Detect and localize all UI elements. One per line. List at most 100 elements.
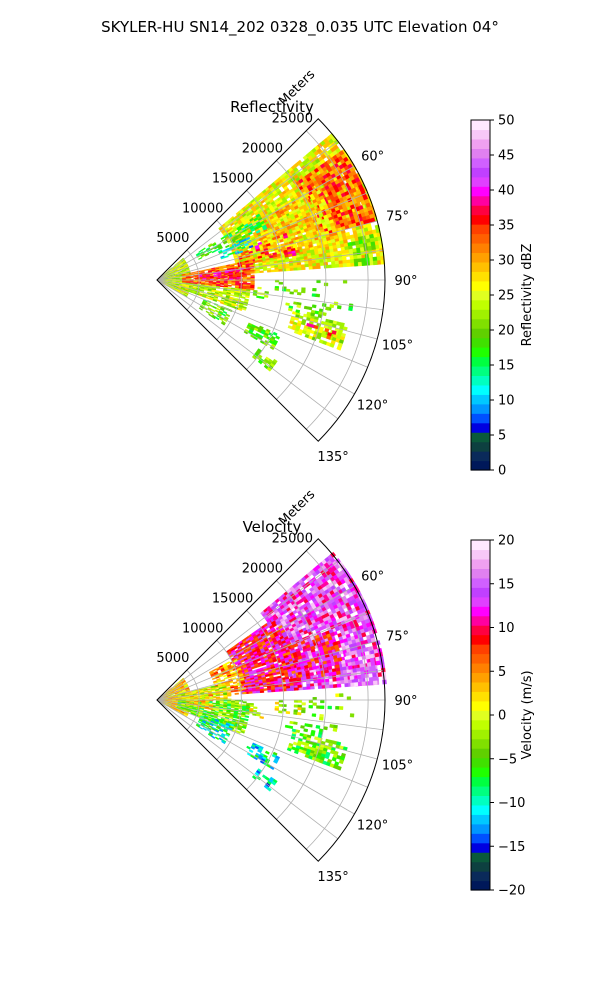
radar-gate <box>287 307 293 312</box>
colorbar-tick-label: 30 <box>498 254 515 269</box>
radar-gate <box>346 259 351 264</box>
radar-gate <box>321 673 326 678</box>
radar-gate <box>263 294 269 298</box>
colorbar-swatch <box>471 451 490 462</box>
radar-gate <box>314 659 320 664</box>
radar-gate <box>205 296 210 300</box>
radar-gate <box>336 677 341 682</box>
radar-gate <box>349 259 355 264</box>
radar-gate <box>297 246 302 251</box>
colorbar-swatch <box>471 186 490 197</box>
colorbar-swatch <box>471 120 490 131</box>
radar-gate <box>372 260 378 266</box>
radar-gate <box>332 677 337 682</box>
radar-gate <box>234 689 239 693</box>
colorbar-swatch <box>471 242 490 254</box>
radar-gate <box>340 680 345 685</box>
radar-gate <box>202 276 207 278</box>
figure-suptitle: SKYLER-HU SN14_202 0328_0.035 UTC Elevat… <box>101 18 499 37</box>
radar-gate <box>252 293 258 297</box>
radar-gate <box>377 672 383 677</box>
radar-gate <box>185 278 191 280</box>
colorbar-swatch <box>471 148 490 159</box>
range-tick-label: 10000 <box>182 201 223 216</box>
radar-gate <box>286 688 291 692</box>
radar-gate <box>232 276 238 279</box>
radar-gate <box>312 263 317 267</box>
radar-gate <box>217 276 222 279</box>
colorbar-swatch <box>471 328 490 339</box>
radar-gate <box>189 276 194 278</box>
radar-gate <box>175 277 180 279</box>
radar-gate <box>203 268 209 272</box>
radar-gate <box>250 271 255 274</box>
radar-gate <box>312 265 317 270</box>
radar-gate <box>306 311 312 316</box>
radar-gate <box>293 289 298 293</box>
radar-gate <box>274 689 280 692</box>
radar-gate <box>285 268 291 272</box>
radar-gate <box>327 264 333 269</box>
radar-gate <box>220 271 226 274</box>
colorbar-swatch <box>471 299 490 310</box>
colorbar-swatch <box>471 214 490 225</box>
colorbar-swatch <box>471 422 490 433</box>
radar-gate <box>298 674 303 678</box>
radar-gate <box>271 689 276 693</box>
radar-gate <box>221 313 227 317</box>
colorbar-swatch <box>471 280 490 291</box>
range-tick-label: 20000 <box>242 142 283 157</box>
radar-gate <box>359 678 364 683</box>
radar-gate <box>303 305 309 310</box>
radar-gate <box>192 271 198 274</box>
colorbar-swatch <box>471 176 490 187</box>
colorbar-swatch <box>471 205 490 216</box>
radar-gate <box>336 670 341 675</box>
radar-gate <box>331 264 336 269</box>
radar-gate <box>368 673 374 678</box>
radar-gate <box>205 310 210 315</box>
radar-gate <box>231 283 236 286</box>
radar-gate <box>368 253 374 258</box>
radar-gate <box>198 256 203 260</box>
radar-gate <box>311 304 317 309</box>
radar-gate <box>192 272 198 275</box>
radar-gate <box>278 688 284 692</box>
radar-gate <box>342 263 348 268</box>
radar-gate <box>211 677 217 681</box>
range-tick-label: 15000 <box>212 171 253 186</box>
radar-gate <box>357 261 363 267</box>
radar-gate <box>227 287 232 290</box>
radar-gate <box>217 274 222 277</box>
colorbar-swatch <box>471 224 490 235</box>
radar-gate <box>357 254 362 260</box>
radar-gate <box>312 287 317 292</box>
colorbar-swatch <box>471 233 490 244</box>
colorbar-swatch <box>471 290 490 301</box>
radar-gate <box>308 666 314 671</box>
azimuth-tick-label: 120° <box>357 399 388 414</box>
radar-gate <box>202 278 207 280</box>
radar-gate <box>353 678 359 683</box>
radar-gate <box>278 268 283 272</box>
radar-gate <box>296 292 302 296</box>
radar-gate <box>316 265 321 270</box>
radar-gate <box>308 243 313 248</box>
radar-gate <box>372 672 377 678</box>
colorbar-swatch <box>471 337 490 348</box>
radar-gate <box>289 267 295 271</box>
radar-gate <box>212 305 217 310</box>
radar-gate <box>285 302 290 306</box>
radar-gate <box>310 312 316 317</box>
radar-gate <box>328 681 334 686</box>
radar-gate <box>278 281 284 285</box>
radar-gate <box>313 682 319 687</box>
radar-gate <box>367 245 373 251</box>
radar-gate <box>375 252 381 258</box>
radar-gate <box>290 687 295 691</box>
reflectivity-colorbar-label: Reflectivity dBZ <box>520 244 535 347</box>
reflectivity-cells <box>156 132 386 372</box>
